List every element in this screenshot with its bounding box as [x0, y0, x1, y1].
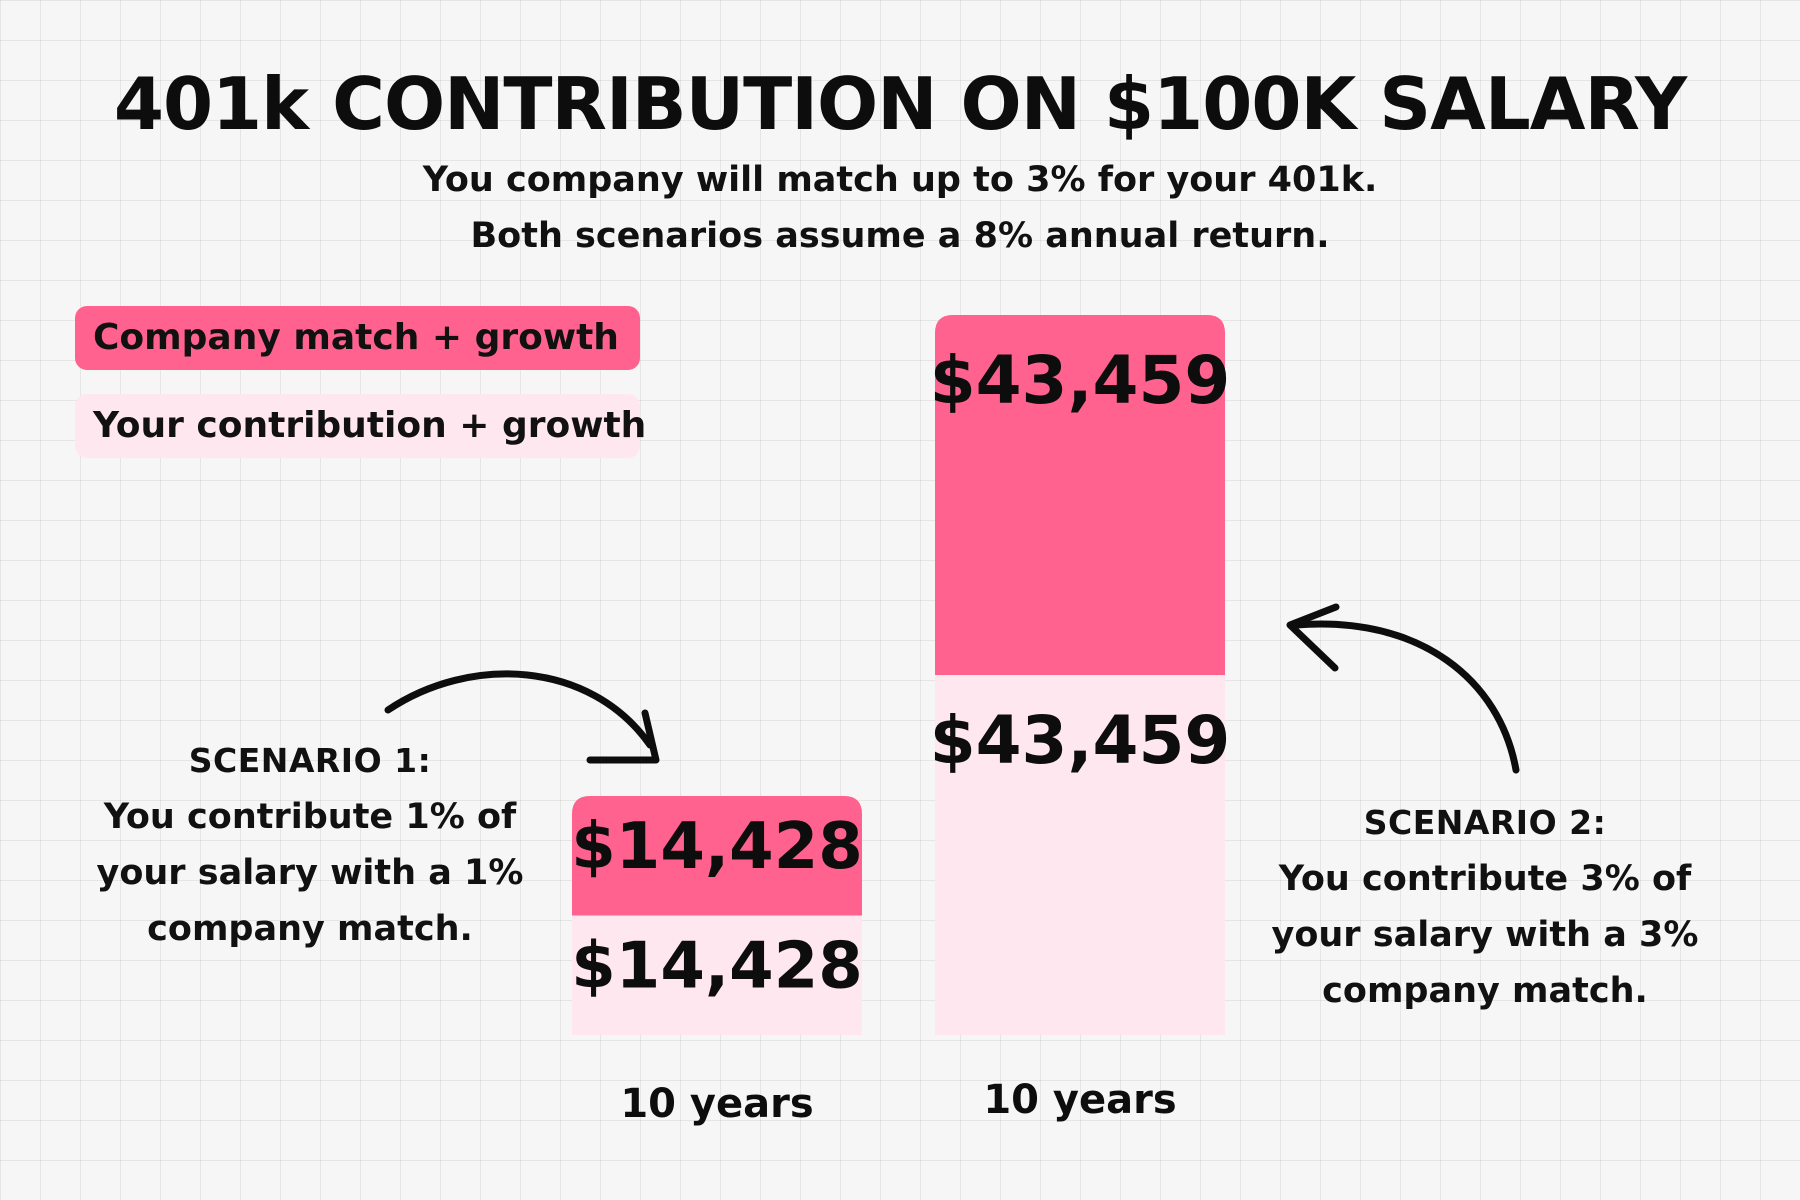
bars-layer: [572, 315, 1225, 1035]
scenario-1-heading: SCENARIO 1:: [188, 741, 432, 780]
bar-2-company-match: [935, 315, 1225, 675]
scenario-2-annotation: SCENARIO 2: You contribute 3% of your sa…: [1255, 795, 1715, 1019]
scenario-1-line-3: company match.: [147, 909, 473, 949]
value-label-bar-1-your-contribution: $14,428: [571, 929, 863, 1003]
legend-company-match: Company match + growth: [75, 306, 640, 370]
labels-layer: $14,428 $14,428 10 years $43,459 $43,459 10 y…: [571, 342, 1230, 1127]
bar-1-company-match: [572, 795, 862, 916]
scenario-1-arrow-icon: [384, 670, 660, 764]
chart-title: 401k CONTRIBUTION ON $100K SALARY: [113, 62, 1687, 146]
scenario-2-line-1: You contribute 3% of: [1278, 859, 1692, 899]
legend-your-contribution: Your contribution + growth: [75, 394, 646, 458]
category-label-1: 10 years: [620, 1081, 813, 1127]
scenario-2-line-2: your salary with a 3%: [1271, 915, 1699, 955]
scenario-1-line-2: your salary with a 1%: [96, 853, 524, 893]
value-label-bar-1-company-match: $14,428: [571, 810, 863, 884]
category-label-2: 10 years: [983, 1077, 1176, 1123]
bar-1-your-contribution: [572, 915, 862, 1035]
value-label-bar-2-your-contribution: $43,459: [930, 702, 1231, 779]
scenario-2-arrow-icon: [1286, 603, 1520, 774]
scenario-1-annotation: SCENARIO 1: You contribute 1% of your sa…: [80, 733, 540, 957]
scenario-1-line-1: You contribute 1% of: [103, 797, 517, 837]
scenario-2-heading: SCENARIO 2:: [1363, 803, 1607, 842]
bar-2-your-contribution: [935, 675, 1225, 1035]
scenario-2-line-3: company match.: [1322, 971, 1648, 1011]
subtitle-line-1: You company will match up to 3% for your…: [422, 160, 1378, 200]
subtitle-line-2: Both scenarios assume a 8% annual return…: [470, 216, 1330, 256]
value-label-bar-2-company-match: $43,459: [930, 342, 1231, 419]
